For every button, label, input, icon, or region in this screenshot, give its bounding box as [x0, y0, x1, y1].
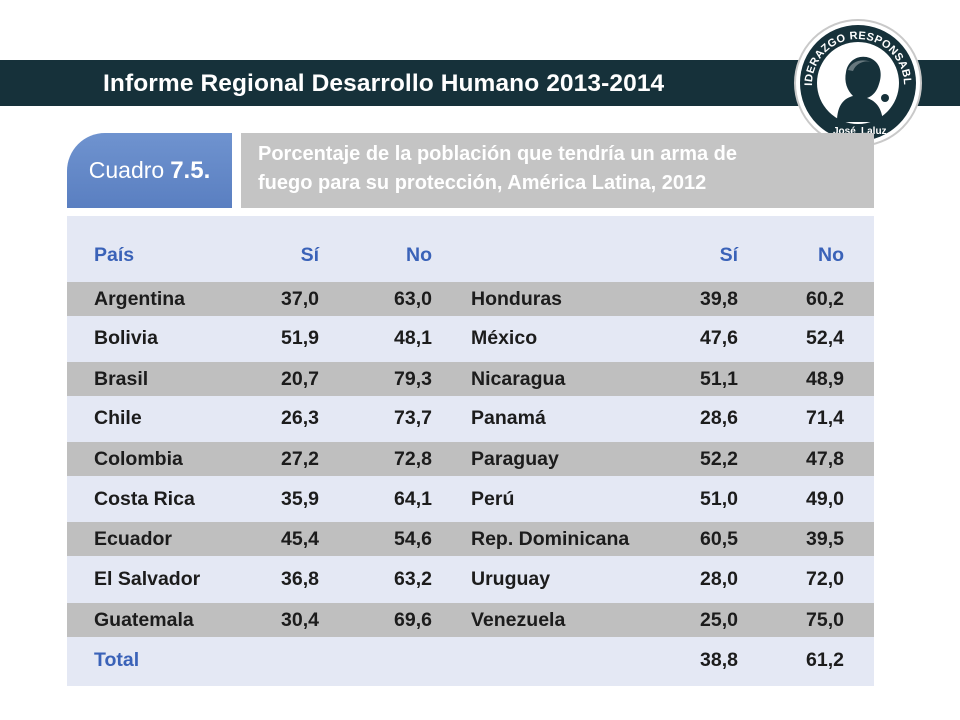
no-value: 39,5 — [806, 528, 844, 550]
no-value: 79,3 — [394, 368, 432, 390]
caption-number: 7.5. — [170, 156, 211, 184]
svg-text:Laluz: Laluz — [861, 126, 887, 137]
caption-title-box — [241, 133, 874, 208]
caption-label: Cuadro — [88, 157, 165, 183]
country-name: Honduras — [471, 288, 563, 310]
no-value: 48,1 — [394, 327, 432, 349]
total-no-value: 61,2 — [806, 649, 844, 671]
no-value: 54,6 — [394, 528, 432, 550]
no-value: 60,2 — [806, 288, 844, 310]
no-value: 75,0 — [806, 609, 844, 631]
table-row: Argentina 37,0 63,0 Honduras 39,8 60,2 — [67, 282, 874, 316]
no-value: 47,8 — [806, 448, 844, 470]
si-value: 36,8 — [281, 568, 319, 590]
no-value: 73,7 — [394, 407, 432, 429]
total-si-value: 38,8 — [700, 649, 738, 671]
no-value: 71,4 — [806, 407, 844, 429]
column-header-si: Sí — [300, 244, 319, 266]
svg-text:José: José — [833, 126, 856, 137]
caption-title-line: Porcentaje de la población que tendría u… — [258, 143, 738, 165]
si-value: 28,0 — [700, 568, 738, 590]
si-value: 35,9 — [281, 488, 319, 510]
no-value: 63,2 — [394, 568, 432, 590]
country-name: Argentina — [94, 288, 186, 310]
no-value: 72,8 — [394, 448, 432, 470]
si-value: 51,1 — [700, 368, 738, 390]
no-value: 48,9 — [806, 368, 844, 390]
table-row: Colombia 27,2 72,8 Paraguay 52,2 47,8 — [67, 442, 874, 476]
si-value: 27,2 — [281, 448, 319, 470]
country-name: Venezuela — [471, 609, 566, 631]
caption-title-line: fuego para su protección, América Latina… — [258, 172, 707, 194]
no-value: 63,0 — [394, 288, 432, 310]
table-row: Bolivia 51,9 48,1 México 47,6 52,4 — [67, 321, 874, 356]
si-value: 26,3 — [281, 407, 319, 429]
no-value: 52,4 — [806, 327, 844, 349]
si-value: 51,9 — [281, 327, 319, 349]
page-title: Informe Regional Desarrollo Humano 2013-… — [103, 70, 665, 97]
column-header-no: No — [818, 244, 844, 266]
no-value: 64,1 — [394, 488, 432, 510]
country-name: Ecuador — [94, 528, 173, 550]
country-name: Brasil — [94, 368, 149, 390]
total-label: Total — [94, 649, 140, 671]
si-value: 37,0 — [281, 288, 319, 310]
table-header-row: País Sí No Sí No — [67, 236, 874, 274]
liderazgo-responsable-seal-logo: LIDERAZGO RESPONSABLE José Laluz — [793, 18, 922, 147]
table-caption-tab: Cuadro 7.5. — [67, 133, 232, 208]
country-name: Colombia — [94, 448, 183, 470]
country-name: Paraguay — [471, 448, 559, 470]
no-value: 69,6 — [394, 609, 432, 631]
caption-title: Porcentaje de la población que tendría u… — [258, 140, 858, 198]
country-name: Chile — [94, 407, 142, 429]
country-name: Rep. Dominicana — [471, 528, 630, 550]
country-name: Guatemala — [94, 609, 194, 631]
country-name: Perú — [471, 488, 515, 510]
country-name: México — [471, 327, 538, 349]
si-value: 52,2 — [700, 448, 738, 470]
table-row: Ecuador 45,4 54,6 Rep. Dominicana 60,5 3… — [67, 522, 874, 556]
country-name: Nicaragua — [471, 368, 566, 390]
si-value: 30,4 — [281, 609, 319, 631]
si-value: 60,5 — [700, 528, 738, 550]
country-name: Panamá — [471, 407, 546, 429]
column-header-no: No — [406, 244, 432, 266]
country-name: Costa Rica — [94, 488, 195, 510]
country-name: Bolivia — [94, 327, 158, 349]
si-value: 47,6 — [700, 327, 738, 349]
table-row: Chile 26,3 73,7 Panamá 28,6 71,4 — [67, 401, 874, 436]
table-row: Costa Rica 35,9 64,1 Perú 51,0 49,0 — [67, 482, 874, 517]
si-value: 20,7 — [281, 368, 319, 390]
table-row: Brasil 20,7 79,3 Nicaragua 51,1 48,9 — [67, 362, 874, 396]
table-row: El Salvador 36,8 63,2 Uruguay 28,0 72,0 — [67, 562, 874, 597]
column-header-si: Sí — [719, 244, 738, 266]
no-value: 72,0 — [806, 568, 844, 590]
si-value: 25,0 — [700, 609, 738, 631]
si-value: 28,6 — [700, 407, 738, 429]
table-total-row: Total 38,8 61,2 — [67, 642, 874, 678]
si-value: 51,0 — [700, 488, 738, 510]
column-header-pais: País — [94, 244, 135, 266]
country-name: Uruguay — [471, 568, 551, 590]
si-value: 45,4 — [281, 528, 319, 550]
si-value: 39,8 — [700, 288, 738, 310]
table-row: Guatemala 30,4 69,6 Venezuela 25,0 75,0 — [67, 603, 874, 637]
country-name: El Salvador — [94, 568, 201, 590]
no-value: 49,0 — [806, 488, 844, 510]
